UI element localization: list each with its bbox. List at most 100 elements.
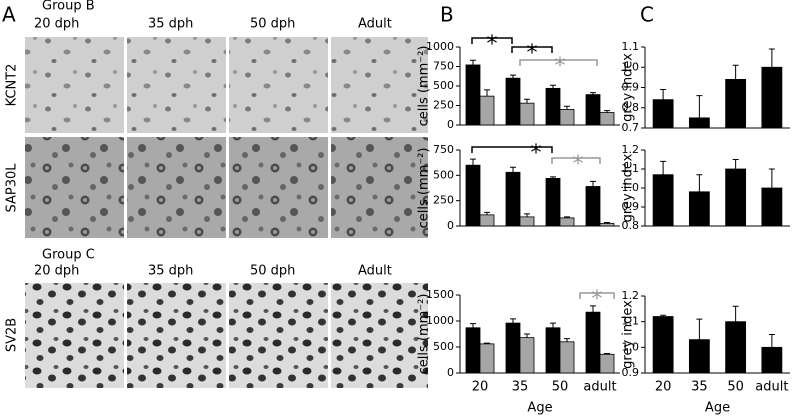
bar: [519, 102, 535, 126]
y-tick-label: 0: [447, 219, 454, 232]
x-tick-label: 50: [727, 380, 744, 395]
group-label: Group C: [42, 248, 95, 263]
significance-star: *: [592, 287, 603, 312]
y-axis-label: grey index: [621, 53, 636, 122]
x-axis-label: Age: [527, 401, 552, 416]
bar: [652, 174, 674, 227]
panel-label: A: [2, 3, 16, 27]
error-bar: [696, 318, 703, 340]
bar: [559, 109, 575, 126]
bar: [725, 321, 747, 374]
error-bar: [604, 110, 610, 113]
x-tick-label: 35: [691, 380, 708, 395]
bar: [519, 216, 535, 227]
bar: [505, 77, 521, 126]
group-label: Group B: [42, 0, 95, 14]
error-bar: [590, 92, 596, 95]
bar: [465, 164, 481, 227]
bar: [688, 117, 710, 129]
bar: [545, 87, 561, 126]
row-label: KCNT2: [5, 64, 20, 107]
y-tick-label: 1000: [426, 40, 454, 53]
error-bar: [564, 105, 570, 110]
error-bar: [768, 334, 775, 348]
micrograph: [331, 37, 428, 133]
bar: [559, 341, 575, 374]
error-bar: [732, 159, 739, 169]
column-label: 50 dph: [250, 264, 295, 279]
bar: [585, 186, 601, 227]
error-bar: [696, 174, 703, 192]
y-tick-label: 500: [433, 340, 454, 353]
bar: [505, 322, 521, 374]
bar: [599, 223, 615, 227]
panel-label: B: [440, 3, 454, 27]
x-tick-label: 20: [655, 380, 672, 395]
micrograph: [25, 137, 124, 238]
bracket: [551, 157, 601, 164]
y-tick-label: 0.9: [622, 81, 640, 94]
x-tick-label: 50: [552, 380, 569, 395]
significance-star: *: [487, 32, 498, 57]
error-bar: [660, 314, 667, 317]
x-tick-label: 20: [472, 380, 489, 395]
bar: [599, 353, 615, 374]
bar: [545, 327, 561, 374]
micrograph: [331, 137, 428, 238]
y-tick-label: 0: [447, 118, 454, 131]
y-tick-label: 250: [433, 194, 454, 207]
micrograph: [331, 283, 428, 388]
error-bar: [604, 353, 610, 355]
error-bar: [550, 84, 556, 89]
bracket: [519, 59, 598, 66]
y-tick-label: 0.9: [622, 366, 640, 379]
micrograph: [127, 137, 226, 238]
bar: [688, 339, 710, 374]
y-tick-label: 1000: [426, 314, 454, 327]
error-bar: [470, 323, 476, 328]
y-tick-label: 0.8: [622, 101, 640, 114]
bar: [599, 112, 615, 126]
x-tick-label: adult: [583, 380, 616, 395]
micrograph: [25, 37, 124, 133]
error-bar: [510, 166, 516, 173]
y-tick-label: 1.2: [622, 289, 640, 302]
bar: [479, 343, 495, 374]
error-bar: [524, 98, 530, 104]
error-bar: [524, 333, 530, 338]
error-bar: [470, 59, 476, 65]
micrograph: [229, 37, 328, 133]
y-tick-label: 1.1: [622, 315, 640, 328]
significance-star: *: [573, 152, 584, 177]
error-bar: [732, 305, 739, 322]
error-bar: [660, 89, 667, 100]
y-tick-label: 1.0: [622, 181, 640, 194]
bracket: [511, 46, 553, 53]
y-tick-label: 0.8: [622, 219, 640, 232]
bracket: [579, 292, 615, 299]
bar: [479, 95, 495, 126]
y-tick-label: 0.7: [622, 121, 640, 134]
x-axis-label: Age: [705, 401, 730, 416]
error-bar: [768, 48, 775, 68]
significance-star: *: [531, 141, 542, 166]
error-bar: [604, 221, 610, 224]
significance-star: *: [527, 41, 538, 66]
micrograph: [127, 37, 226, 133]
bar: [465, 64, 481, 126]
bar: [761, 66, 783, 129]
error-bar: [550, 176, 556, 179]
y-axis-label: grey index: [621, 300, 636, 369]
micrographs: [25, 37, 428, 388]
bar: [479, 214, 495, 227]
column-label: 20 dph: [34, 264, 79, 279]
micrograph: [127, 283, 226, 388]
y-tick-label: 500: [433, 79, 454, 92]
column-label: 35 dph: [148, 17, 193, 32]
y-tick-label: 1.2: [622, 143, 640, 156]
row-label: SV2B: [5, 318, 20, 352]
y-tick-label: 1.0: [622, 60, 640, 73]
bracket: [471, 37, 513, 44]
